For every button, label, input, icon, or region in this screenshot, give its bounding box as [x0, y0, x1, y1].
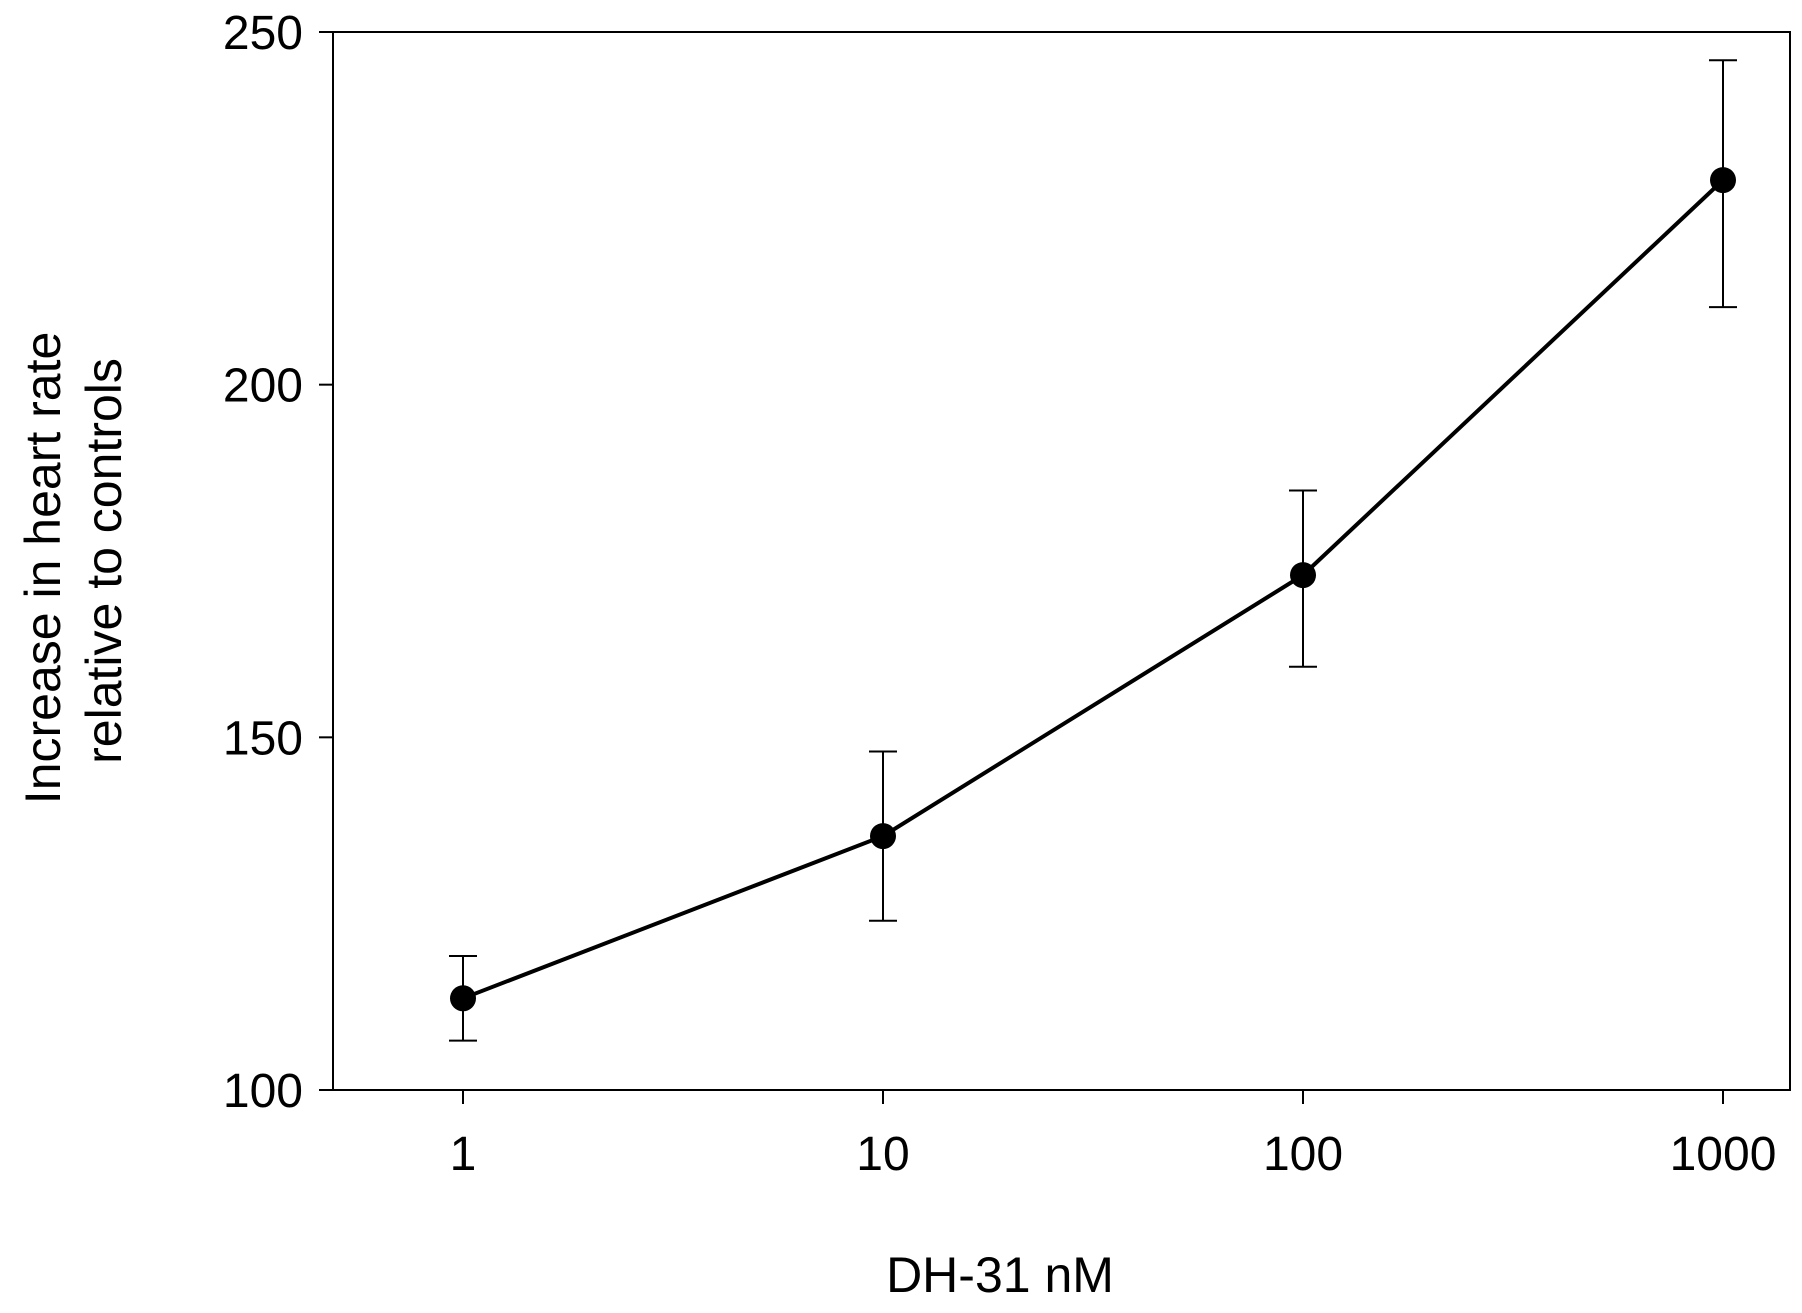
y-axis-title: Increase in heart rate relative to contr… — [15, 318, 132, 804]
x-tick-label: 100 — [1263, 1128, 1343, 1181]
data-points — [450, 167, 1736, 1012]
y-tick-label: 250 — [223, 7, 303, 60]
x-tick-label: 10 — [856, 1128, 909, 1181]
y-axis-title-line-1: Increase in heart rate — [15, 332, 71, 805]
data-point — [450, 985, 476, 1012]
y-tick-label: 100 — [223, 1065, 303, 1118]
x-axis-title: DH-31 nM — [886, 1247, 1114, 1303]
error-bars — [449, 59, 1737, 1042]
data-point — [870, 823, 896, 850]
x-tick-label: 1000 — [1670, 1128, 1777, 1181]
x-axis-ticks: 1 10 100 1000 — [450, 1090, 1777, 1181]
series-line — [462, 178, 1725, 1001]
y-tick-label: 200 — [223, 360, 303, 413]
y-axis-title-line-2: relative to controls — [76, 358, 132, 764]
data-point — [1290, 562, 1316, 589]
x-tick-label: 1 — [450, 1128, 477, 1181]
plot-frame — [332, 31, 1791, 1091]
data-point — [1710, 167, 1736, 194]
y-axis-ticks: 100 150 200 250 — [223, 7, 333, 1118]
y-tick-label: 150 — [223, 712, 303, 765]
